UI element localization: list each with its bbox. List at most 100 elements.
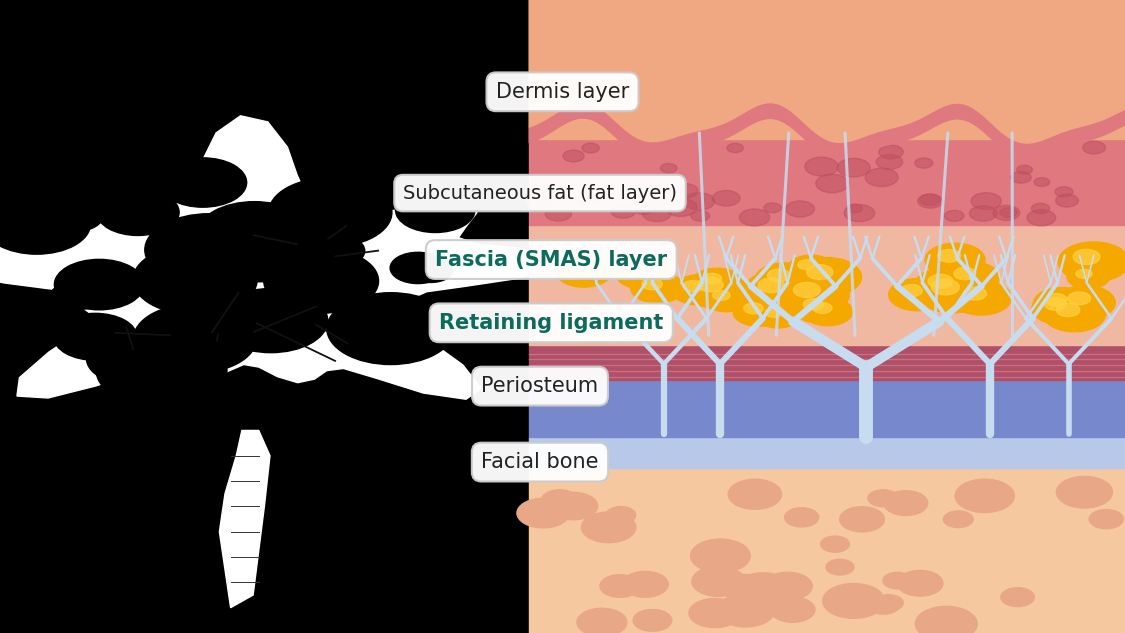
Circle shape	[628, 264, 648, 275]
Circle shape	[549, 492, 597, 520]
Circle shape	[649, 186, 681, 204]
Circle shape	[867, 596, 900, 614]
Circle shape	[1068, 292, 1090, 305]
Circle shape	[879, 145, 903, 159]
Circle shape	[665, 198, 698, 216]
Circle shape	[798, 260, 816, 270]
Circle shape	[844, 204, 874, 222]
Circle shape	[634, 204, 652, 215]
Circle shape	[744, 271, 812, 310]
Circle shape	[1032, 203, 1050, 213]
Circle shape	[319, 174, 362, 197]
Circle shape	[574, 191, 601, 206]
Circle shape	[1, 191, 93, 242]
Circle shape	[847, 204, 863, 213]
Circle shape	[1059, 242, 1125, 282]
Circle shape	[214, 289, 327, 353]
Circle shape	[1055, 187, 1073, 197]
Circle shape	[396, 188, 475, 232]
Circle shape	[339, 307, 436, 363]
Circle shape	[942, 261, 999, 294]
Circle shape	[1056, 477, 1113, 508]
Circle shape	[408, 258, 453, 282]
Circle shape	[562, 150, 584, 162]
Circle shape	[96, 334, 226, 407]
Circle shape	[955, 479, 1015, 513]
Circle shape	[954, 268, 975, 280]
Circle shape	[688, 599, 740, 627]
Circle shape	[145, 214, 273, 286]
Circle shape	[778, 275, 849, 315]
Circle shape	[712, 291, 730, 300]
Circle shape	[159, 158, 246, 207]
Text: Periosteum: Periosteum	[482, 376, 598, 396]
Circle shape	[1010, 172, 1032, 183]
Circle shape	[876, 154, 902, 170]
Circle shape	[1032, 291, 1091, 325]
Circle shape	[631, 273, 684, 303]
Circle shape	[703, 285, 749, 311]
Circle shape	[898, 570, 943, 596]
Circle shape	[1044, 298, 1066, 310]
Circle shape	[622, 572, 668, 597]
Circle shape	[1055, 194, 1079, 207]
Circle shape	[567, 261, 588, 273]
Circle shape	[756, 303, 800, 328]
Circle shape	[821, 536, 849, 552]
Circle shape	[771, 597, 814, 622]
Circle shape	[673, 184, 698, 198]
Circle shape	[837, 158, 871, 177]
Circle shape	[945, 210, 964, 222]
Circle shape	[87, 332, 182, 385]
Bar	[0, 0, 529, 633]
Circle shape	[1017, 165, 1033, 174]
Circle shape	[529, 183, 561, 201]
Circle shape	[582, 512, 636, 542]
Circle shape	[1089, 510, 1123, 529]
Circle shape	[712, 191, 740, 206]
Circle shape	[1045, 294, 1066, 306]
Circle shape	[642, 205, 672, 222]
Circle shape	[197, 202, 312, 266]
Circle shape	[1073, 249, 1100, 265]
Text: Dermis layer: Dermis layer	[496, 82, 629, 102]
Circle shape	[642, 279, 663, 290]
Bar	[529, 437, 1125, 468]
Circle shape	[133, 245, 258, 315]
Circle shape	[108, 336, 227, 403]
Circle shape	[883, 572, 912, 589]
Circle shape	[915, 158, 933, 168]
Circle shape	[1055, 285, 1115, 320]
Bar	[529, 380, 1125, 437]
Circle shape	[884, 491, 928, 515]
Circle shape	[868, 490, 898, 507]
Circle shape	[1082, 141, 1106, 154]
Circle shape	[672, 275, 724, 305]
Circle shape	[728, 479, 782, 510]
Circle shape	[691, 539, 750, 573]
Circle shape	[691, 211, 710, 221]
Circle shape	[556, 256, 612, 287]
Circle shape	[932, 279, 960, 295]
Circle shape	[269, 178, 392, 247]
Circle shape	[327, 292, 455, 365]
Circle shape	[755, 263, 814, 296]
Circle shape	[1034, 178, 1050, 187]
Polygon shape	[0, 116, 556, 399]
Circle shape	[660, 163, 677, 173]
Circle shape	[813, 303, 832, 313]
Circle shape	[683, 280, 703, 292]
Circle shape	[684, 193, 714, 210]
Circle shape	[1056, 303, 1080, 316]
Circle shape	[526, 192, 554, 208]
Circle shape	[901, 285, 922, 297]
Circle shape	[735, 573, 791, 605]
Bar	[529, 139, 1125, 225]
Circle shape	[703, 273, 721, 284]
Circle shape	[54, 260, 144, 310]
Circle shape	[765, 308, 782, 317]
Circle shape	[684, 270, 750, 308]
Circle shape	[963, 287, 987, 300]
Circle shape	[1076, 269, 1092, 279]
Circle shape	[767, 269, 790, 282]
